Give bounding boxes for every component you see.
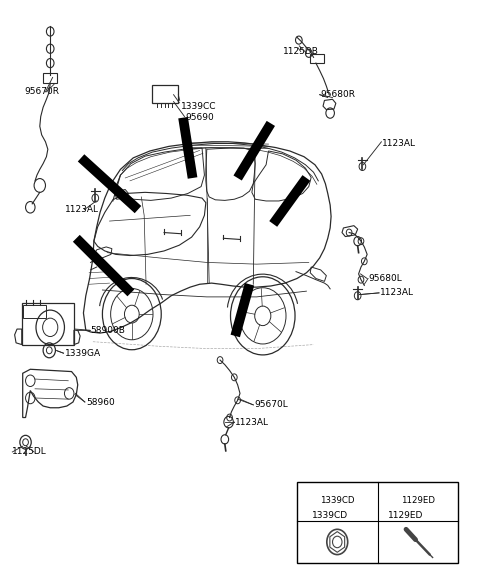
Text: 1129ED: 1129ED: [388, 510, 424, 520]
Text: 95670R: 95670R: [24, 88, 59, 96]
Text: 1123AL: 1123AL: [235, 418, 269, 427]
Bar: [310, 54, 324, 63]
Text: 1339CC: 1339CC: [180, 102, 216, 111]
Bar: [43, 73, 57, 83]
Text: 58900B: 58900B: [91, 326, 125, 335]
Text: 95680L: 95680L: [368, 274, 402, 283]
Text: 95670L: 95670L: [254, 400, 288, 409]
Text: 1125DL: 1125DL: [12, 448, 47, 456]
Bar: [297, 483, 458, 563]
Bar: [22, 303, 74, 345]
Text: 1123AL: 1123AL: [64, 205, 98, 214]
Text: 1129ED: 1129ED: [401, 496, 435, 505]
Text: 1123AL: 1123AL: [383, 139, 416, 148]
Bar: [152, 85, 179, 103]
Text: 1339CD: 1339CD: [312, 510, 348, 520]
Text: 1125DB: 1125DB: [283, 47, 319, 56]
Text: 1339CD: 1339CD: [320, 496, 355, 505]
Text: 58960: 58960: [86, 397, 115, 407]
Text: 95690: 95690: [185, 113, 214, 122]
Text: 95680R: 95680R: [321, 90, 356, 99]
Text: 1339GA: 1339GA: [64, 349, 101, 358]
Text: 1123AL: 1123AL: [380, 288, 414, 298]
Bar: [23, 305, 47, 318]
